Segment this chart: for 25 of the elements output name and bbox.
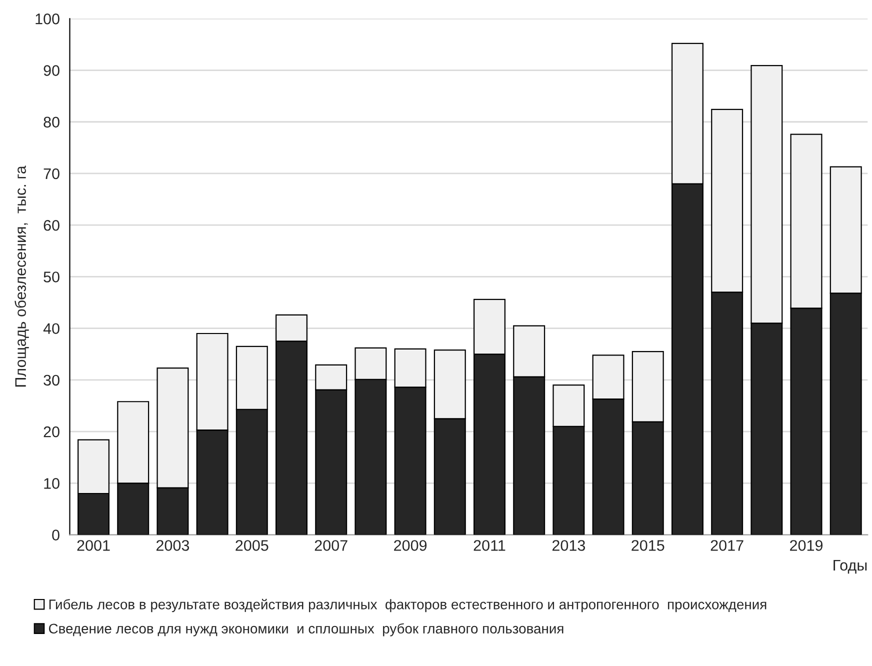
y-axis-title: Площадь обезлесения, тыс. га: [14, 166, 29, 387]
y-tick-label: 10: [44, 478, 60, 489]
y-tick-label: 60: [44, 220, 60, 231]
x-tick-label: 2007: [314, 540, 348, 551]
x-tick-label: 2015: [632, 540, 664, 551]
x-tick-label: 2017: [710, 540, 744, 551]
y-tick-label: 20: [44, 426, 60, 438]
y-tick-label: 70: [44, 168, 60, 180]
x-tick-label: 2011: [474, 540, 506, 551]
x-tick-label: 2003: [156, 540, 190, 551]
x-tick-label: 2001: [77, 540, 110, 551]
y-tick-label: 80: [44, 116, 60, 128]
x-axis-title: Годы: [834, 560, 867, 574]
legend-label: Сведение лесов для нужд экономики и сплошных рубок главного пользования: [48, 623, 564, 636]
x-tick-label: 2013: [552, 540, 586, 551]
y-tick-label: 100: [36, 14, 60, 24]
y-tick-label: 40: [43, 323, 60, 334]
y-tick-label: 30: [44, 374, 60, 386]
y-tick-label: 0: [52, 530, 60, 540]
x-tick-label: 2005: [236, 540, 268, 551]
x-tick-label: 2009: [394, 540, 427, 551]
y-tick-label: 50: [44, 272, 60, 282]
x-tick-label: 2019: [790, 540, 823, 551]
y-tick-label: 90: [44, 65, 60, 76]
legend-label: Гибель лесов в результате воздействия различных факторов естественного и антропогенного происхождения: [49, 598, 766, 612]
